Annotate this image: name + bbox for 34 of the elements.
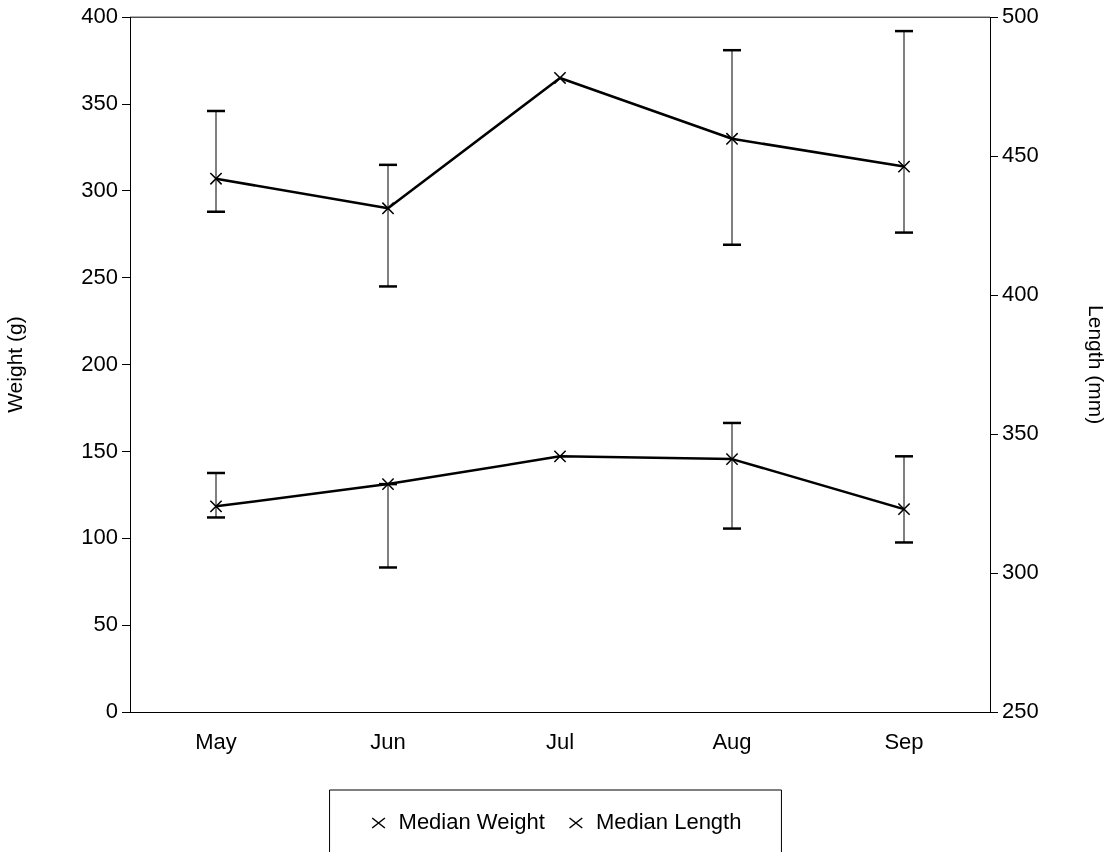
y2-tick-label: 250 bbox=[1002, 698, 1039, 724]
point bbox=[209, 499, 223, 513]
y-tick-label: 100 bbox=[81, 524, 118, 550]
x-tick-label: Aug bbox=[712, 729, 752, 755]
y-tick-label: 150 bbox=[81, 437, 118, 463]
y-tick-label: 400 bbox=[81, 3, 118, 29]
point bbox=[725, 452, 739, 466]
y2-tick-label: 400 bbox=[1002, 281, 1039, 307]
y-tick-label: 250 bbox=[81, 263, 118, 289]
point bbox=[381, 477, 395, 491]
y2-tick-label: 350 bbox=[1002, 420, 1039, 446]
y-tick-label: 0 bbox=[105, 698, 118, 724]
point bbox=[553, 449, 567, 463]
y2-tick-label: 450 bbox=[1002, 142, 1039, 168]
y2-tick-label: 300 bbox=[1002, 559, 1039, 585]
x-tick-label: Jul bbox=[545, 729, 575, 755]
point bbox=[897, 502, 911, 516]
legend-label: Median Weight bbox=[398, 809, 545, 835]
x-tick-label: Jun bbox=[370, 729, 406, 755]
x-tick-label: Sep bbox=[884, 729, 924, 755]
x-tick-label: May bbox=[195, 729, 237, 755]
point bbox=[553, 71, 567, 85]
y-tick-label: 200 bbox=[81, 350, 118, 376]
point bbox=[209, 172, 223, 186]
y2-axis-title: Length (mm) bbox=[1084, 305, 1108, 425]
point bbox=[381, 201, 395, 215]
y-tick-label: 350 bbox=[81, 90, 118, 116]
point bbox=[897, 160, 911, 173]
y2-tick-label: 500 bbox=[1002, 3, 1039, 29]
y-axis-title: Weight (g) bbox=[3, 316, 27, 413]
legend-label: Median Length bbox=[595, 809, 742, 835]
y-tick-label: 300 bbox=[81, 176, 118, 202]
y-tick-label: 50 bbox=[93, 611, 118, 637]
point bbox=[725, 132, 739, 146]
